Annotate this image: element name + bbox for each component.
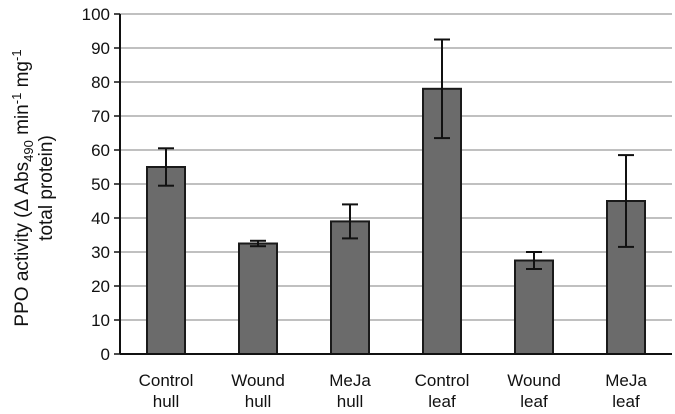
y-axis-title-part: -1 xyxy=(9,93,24,105)
bar xyxy=(514,259,554,355)
x-tick-label: hull xyxy=(337,392,363,411)
x-tick-label: leaf xyxy=(428,392,456,411)
y-axis: 0 10 20 30 40 50 60 70 80 90 100 xyxy=(82,5,121,364)
y-tick-label: 10 xyxy=(91,311,110,330)
x-tick-label: hull xyxy=(245,392,271,411)
gridlines xyxy=(120,13,672,321)
x-tick-label: Control xyxy=(415,371,470,390)
y-axis-title-part: mg xyxy=(12,61,33,93)
y-axis-title-part: 490 xyxy=(21,140,36,162)
x-axis: Control hull Wound hull MeJa hull Control leaf W… xyxy=(120,353,672,411)
y-tick-label: 70 xyxy=(91,107,110,126)
x-tick-label: MeJa xyxy=(605,371,647,390)
bar xyxy=(146,166,186,355)
y-tick-label: 20 xyxy=(91,277,110,296)
y-axis-title-part: PPO activity (Δ Abs xyxy=(12,162,33,327)
x-tick-label: Wound xyxy=(507,371,561,390)
y-axis-title-part: min xyxy=(12,104,33,140)
y-tick-label: 40 xyxy=(91,209,110,228)
y-tick-label: 90 xyxy=(91,39,110,58)
y-tick-label: 0 xyxy=(101,345,110,364)
y-tick-label: 100 xyxy=(82,5,110,24)
bars xyxy=(146,87,646,356)
y-tick-label: 80 xyxy=(91,73,110,92)
y-tick-label: 50 xyxy=(91,175,110,194)
x-tick-label: hull xyxy=(153,392,179,411)
bar xyxy=(330,220,370,355)
error-bars xyxy=(158,38,634,270)
x-tick-label: Control xyxy=(139,371,194,390)
x-tick-label: Wound xyxy=(231,371,285,390)
y-axis-title-part: -1 xyxy=(9,49,24,61)
x-tick-label: MeJa xyxy=(329,371,371,390)
y-axis-title-line2: total protein) xyxy=(36,135,57,241)
bar xyxy=(238,242,278,355)
y-tick-label: 30 xyxy=(91,243,110,262)
x-tick-label: leaf xyxy=(612,392,640,411)
y-tick-label: 60 xyxy=(91,141,110,160)
x-tick-label: leaf xyxy=(520,392,548,411)
y-axis-title-line1: PPO activity (Δ Abs490 min-1 mg-1 xyxy=(9,49,36,326)
